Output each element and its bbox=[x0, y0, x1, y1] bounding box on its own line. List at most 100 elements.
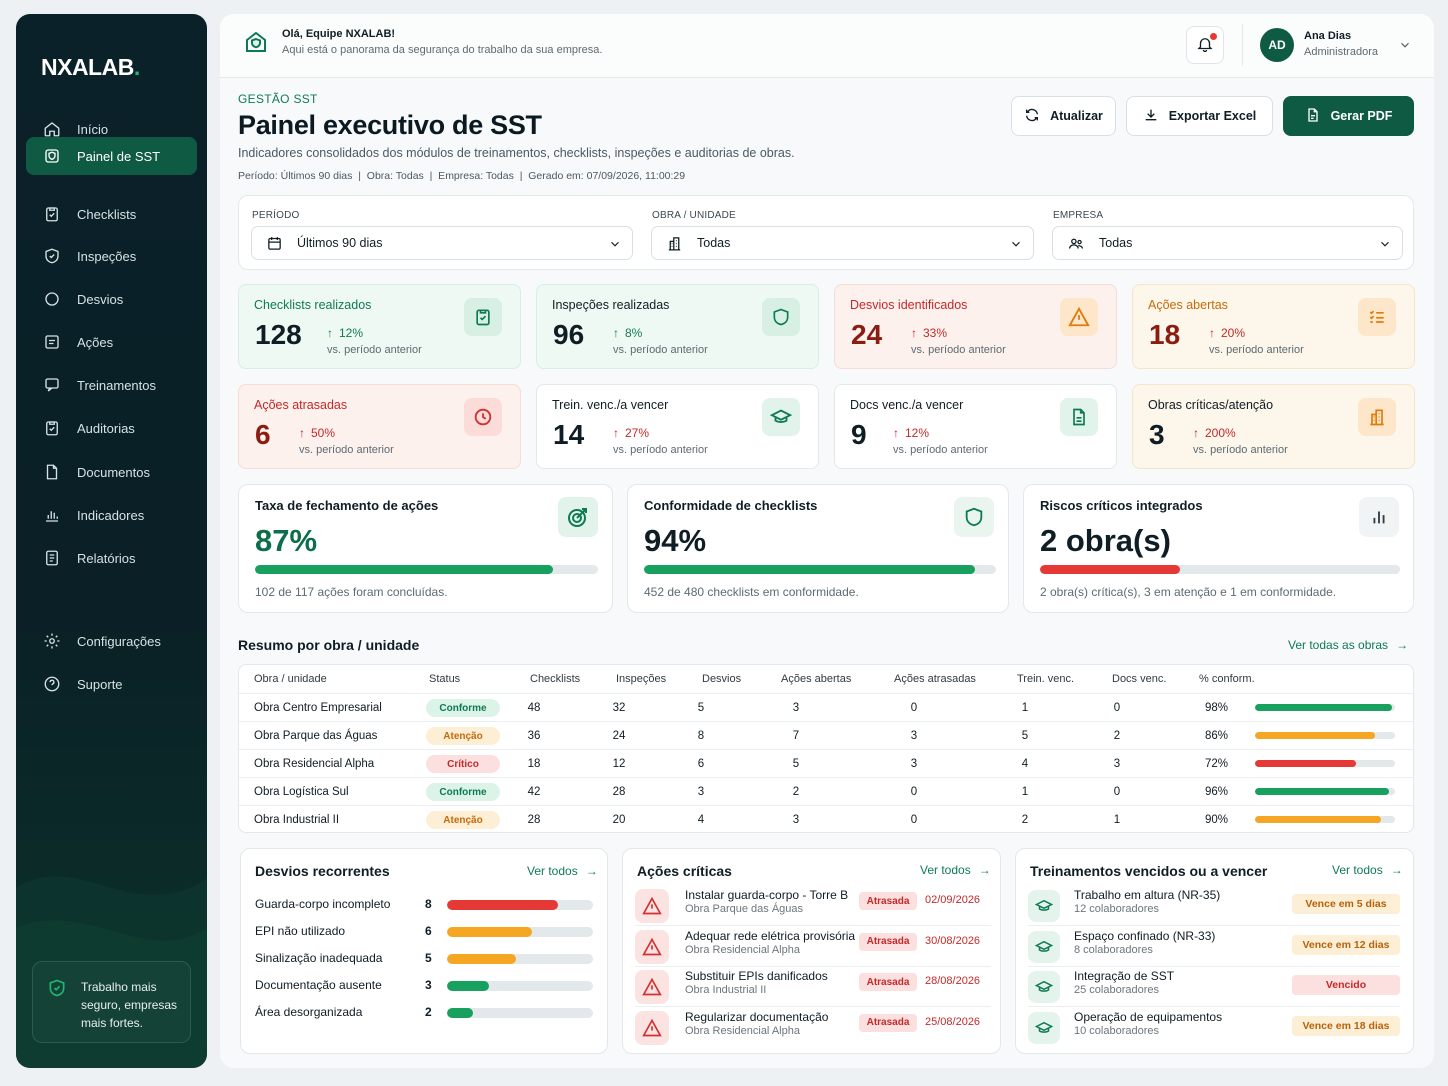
kpi-treinamentos[interactable]: Trein. venc./a vencer 14 ↑ 27% vs. períod… bbox=[536, 384, 819, 469]
list-item[interactable]: EPI não utilizado 6 bbox=[255, 922, 595, 942]
table-cell: 3 bbox=[910, 730, 918, 742]
sidebar-item-desvios[interactable]: Desvios bbox=[26, 280, 197, 318]
table-cell: 3 bbox=[1113, 758, 1121, 770]
empresa-select[interactable]: Todas bbox=[1052, 226, 1403, 260]
table-row[interactable]: Obra Residencial Alpha 18 12 6 5 3 4 3 72% Crític… bbox=[239, 749, 1413, 777]
sidebar-item-suporte[interactable]: Suporte bbox=[26, 665, 197, 703]
periodo-select[interactable]: Últimos 90 dias bbox=[251, 226, 633, 260]
acoes-card: Ações críticas Ver todos → Instalar guard… bbox=[622, 848, 1001, 1054]
conformity-bar bbox=[1255, 704, 1395, 711]
list-item[interactable]: Substituir EPIs danificados Obra Industri… bbox=[635, 966, 991, 1007]
rate-label: Taxa de fechamento de ações bbox=[255, 498, 439, 513]
desvio-name: EPI não utilizado bbox=[255, 924, 346, 938]
rate-card-fechamento[interactable]: Taxa de fechamento de ações 87% 102 de 1… bbox=[238, 484, 613, 613]
acao-obra: Obra Parque das Águas bbox=[685, 903, 804, 915]
rate-label: Conformidade de checklists bbox=[644, 498, 818, 513]
kpi-checklists[interactable]: Checklists realizados 128 ↑ 12% vs. perío… bbox=[238, 284, 521, 369]
refresh-button[interactable]: Atualizar bbox=[1011, 96, 1116, 136]
list-item[interactable]: Adequar rede elétrica provisória Obra Res… bbox=[635, 926, 991, 967]
generate-pdf-button[interactable]: Gerar PDF bbox=[1283, 96, 1414, 136]
rate-card-riscos[interactable]: Riscos críticos integrados 2 obra(s) 2 o… bbox=[1023, 484, 1414, 613]
list-item[interactable]: Integração de SST 25 colaboradores Vencido bbox=[1028, 966, 1400, 1007]
page-subtitle: Indicadores consolidados dos módulos de … bbox=[238, 146, 795, 160]
sidebar-item-painel-sst[interactable]: Painel de SST bbox=[26, 137, 197, 175]
column-header: Ações atrasadas bbox=[894, 673, 976, 685]
obra-select[interactable]: Todas bbox=[651, 226, 1034, 260]
table-row[interactable]: Obra Logística Sul 42 28 3 2 0 1 0 96% Conforme bbox=[239, 777, 1413, 805]
list-item[interactable]: Regularizar documentação Obra Residencial… bbox=[635, 1007, 991, 1047]
list-item[interactable]: Operação de equipamentos 10 colaboradores… bbox=[1028, 1007, 1400, 1047]
warning-icon bbox=[635, 929, 669, 964]
table-row[interactable]: Obra Centro Empresarial 48 32 5 3 0 1 0 98% Confo… bbox=[239, 693, 1413, 721]
sidebar-item-inspecoes[interactable]: Inspeções bbox=[26, 237, 197, 275]
sidebar-item-indicadores[interactable]: Indicadores bbox=[26, 496, 197, 534]
avatar[interactable]: AD bbox=[1260, 28, 1294, 62]
sidebar-item-auditorias[interactable]: Auditorias bbox=[26, 409, 197, 447]
kpi-obras-criticas[interactable]: Obras críticas/atenção 3 ↑ 200% vs. perío… bbox=[1132, 384, 1415, 469]
sidebar-item-label: Configurações bbox=[77, 633, 161, 649]
conformity-bar bbox=[1255, 732, 1395, 739]
table-row[interactable]: Obra Industrial II 28 20 4 3 0 2 1 90% Atenção bbox=[239, 805, 1413, 833]
ver-todas-obras-link[interactable]: Ver todas as obras → bbox=[1288, 638, 1409, 652]
table-cell: 5 bbox=[1021, 730, 1029, 742]
list-item[interactable]: Trabalho em altura (NR-35) 12 colaborador… bbox=[1028, 885, 1400, 926]
rate-note: 2 obra(s) crítica(s), 3 em atenção e 1 e… bbox=[1040, 585, 1337, 599]
export-excel-label: Exportar Excel bbox=[1168, 109, 1257, 123]
chevron-down-icon[interactable] bbox=[1398, 38, 1412, 55]
sidebar-item-label: Suporte bbox=[77, 676, 123, 692]
table-cell: 48 bbox=[527, 702, 541, 714]
kpi-acoes-abertas[interactable]: Ações abertas 18 ↑ 20% vs. período anteri… bbox=[1132, 284, 1415, 369]
rate-card-conformidade[interactable]: Conformidade de checklists 94% 452 de 48… bbox=[627, 484, 1009, 613]
column-header: Docs venc. bbox=[1112, 673, 1167, 685]
list-item[interactable]: Guarda-corpo incompleto 8 bbox=[255, 895, 595, 915]
list-item[interactable]: Área desorganizada 2 bbox=[255, 1003, 595, 1023]
notifications-button[interactable] bbox=[1186, 26, 1224, 64]
sidebar-item-checklists[interactable]: Checklists bbox=[26, 195, 197, 233]
ver-todos-acoes-link[interactable]: Ver todos → bbox=[920, 863, 991, 877]
treinamento-title: Operação de equipamentos bbox=[1074, 1009, 1223, 1024]
desvio-bar-fill bbox=[447, 954, 516, 964]
sidebar: NXALAB. Início Painel de SST Checklists … bbox=[16, 14, 207, 1068]
table-cell: 0 bbox=[910, 702, 918, 714]
report-meta: Período: Últimos 90 dias | Obra: Todas |… bbox=[238, 170, 686, 182]
export-excel-button[interactable]: Exportar Excel bbox=[1126, 96, 1273, 136]
sidebar-item-acoes[interactable]: Ações bbox=[26, 323, 197, 361]
sidebar-item-configuracoes[interactable]: Configurações bbox=[26, 622, 197, 660]
divider bbox=[635, 1006, 991, 1007]
app-logo[interactable]: NXALAB. bbox=[41, 54, 140, 80]
ver-todos-treinamentos-link[interactable]: Ver todos → bbox=[1332, 863, 1403, 877]
sidebar-item-treinamentos[interactable]: Treinamentos bbox=[26, 366, 197, 404]
calendar-icon bbox=[266, 235, 283, 252]
checklist-icon bbox=[1358, 298, 1396, 336]
sidebar-footer-text: Trabalho mais seguro, empresas mais fort… bbox=[81, 980, 178, 1030]
desvio-name: Documentação ausente bbox=[255, 978, 382, 992]
table-row[interactable]: Obra Parque das Águas 36 24 8 7 3 5 2 86% Atenção bbox=[239, 721, 1413, 749]
list-item[interactable]: Espaço confinado (NR-33) 8 colaboradores V… bbox=[1028, 926, 1400, 967]
list-item[interactable]: Sinalização inadequada 5 bbox=[255, 949, 595, 969]
kpi-trend: ↑ 33% bbox=[911, 326, 948, 340]
sidebar-item-documentos[interactable]: Documentos bbox=[26, 453, 197, 491]
topbar: Olá, Equipe NXALAB! Aqui está o panorama… bbox=[220, 14, 1434, 78]
chevron-down-icon bbox=[1009, 237, 1023, 254]
desvio-bar-fill bbox=[447, 900, 558, 910]
document-icon bbox=[42, 462, 62, 482]
table-cell: 5 bbox=[697, 702, 705, 714]
kpi-acoes-atrasadas[interactable]: Ações atrasadas 6 ↑ 50% vs. período anter… bbox=[238, 384, 521, 469]
rate-value: 87% bbox=[255, 523, 318, 558]
sidebar-item-inicio[interactable]: Início bbox=[26, 110, 197, 148]
kpi-documentos[interactable]: Docs venc./a vencer 9 ↑ 12% vs. período a… bbox=[834, 384, 1117, 469]
sidebar-item-label: Treinamentos bbox=[77, 377, 156, 393]
divider bbox=[635, 965, 991, 967]
greeting-title: Olá, Equipe NXALAB! bbox=[282, 28, 396, 40]
desvio-count: 2 bbox=[425, 1005, 432, 1019]
warning-icon bbox=[635, 889, 669, 923]
table-cell: 28 bbox=[612, 786, 626, 798]
list-item[interactable]: Instalar guarda-corpo - Torre B Obra Parq… bbox=[635, 885, 991, 926]
table-cell: 24 bbox=[612, 730, 626, 742]
ver-todos-desvios-link[interactable]: Ver todos → bbox=[527, 864, 598, 878]
kpi-desvios[interactable]: Desvios identificados 24 ↑ 33% vs. períod… bbox=[834, 284, 1117, 369]
sidebar-item-label: Auditorias bbox=[77, 420, 135, 436]
sidebar-item-relatorios[interactable]: Relatórios bbox=[26, 539, 197, 577]
kpi-inspecoes[interactable]: Inspeções realizadas 96 ↑ 8% vs. período … bbox=[536, 284, 819, 369]
list-item[interactable]: Documentação ausente 3 bbox=[255, 976, 595, 996]
